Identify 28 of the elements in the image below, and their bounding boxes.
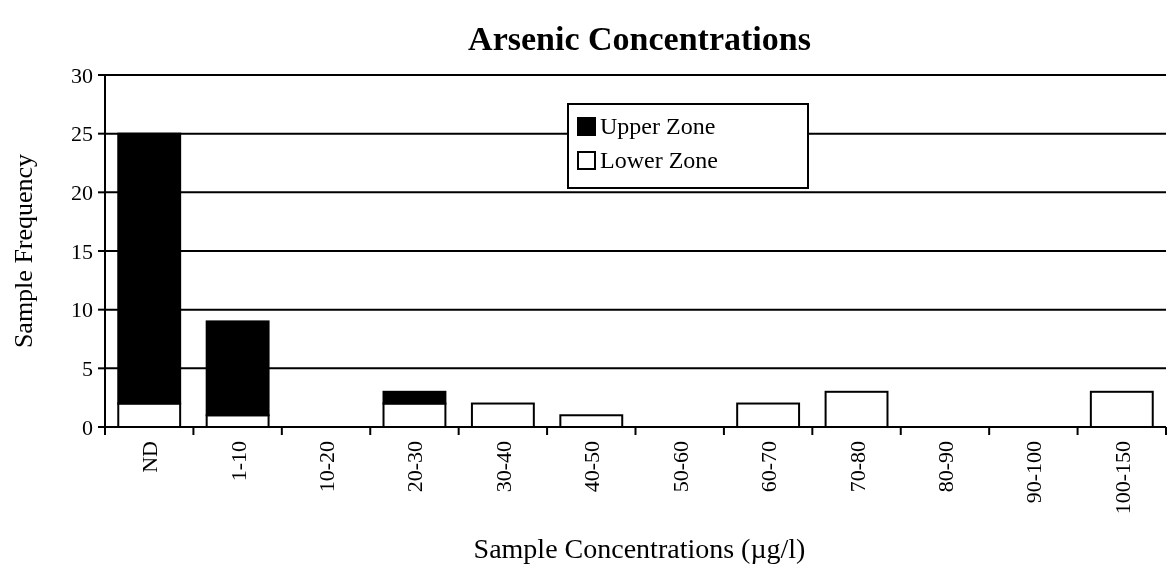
x-tick-label: 50-60 — [667, 441, 693, 493]
bar — [1089, 390, 1154, 428]
x-tick-label: ND — [137, 441, 163, 473]
x-tick-label: 1-10 — [225, 441, 251, 482]
y-tick-label: 15 — [71, 238, 93, 264]
y-tick-label: 5 — [82, 356, 93, 382]
x-tick-label: 10-20 — [314, 441, 340, 493]
bar — [470, 402, 535, 428]
y-tick-label: 30 — [71, 62, 93, 88]
y-tick-label: 25 — [71, 121, 93, 147]
legend-label: Upper Zone — [600, 113, 716, 139]
bar — [736, 402, 801, 428]
y-tick-label: 20 — [71, 180, 93, 206]
x-tick-label: 30-40 — [490, 441, 516, 493]
x-tick-label: 60-70 — [756, 441, 782, 493]
y-tick-label: 10 — [71, 297, 93, 323]
bar — [824, 390, 889, 428]
y-axis-title: Sample Frequency — [9, 153, 38, 349]
x-tick-label: 100-150 — [1109, 441, 1135, 515]
x-tick-label: 20-30 — [402, 441, 428, 493]
x-tick-label: 80-90 — [932, 441, 958, 493]
legend-label: Lower Zone — [600, 147, 718, 173]
x-tick-label: 90-100 — [1021, 441, 1047, 504]
chart-title: Arsenic Concentrations — [468, 20, 811, 57]
x-tick-label: 70-80 — [844, 441, 870, 493]
y-tick-label: 0 — [82, 414, 93, 440]
x-axis-title: Sample Concentrations (µg/l) — [473, 533, 806, 564]
x-tick-label: 40-50 — [579, 441, 605, 493]
